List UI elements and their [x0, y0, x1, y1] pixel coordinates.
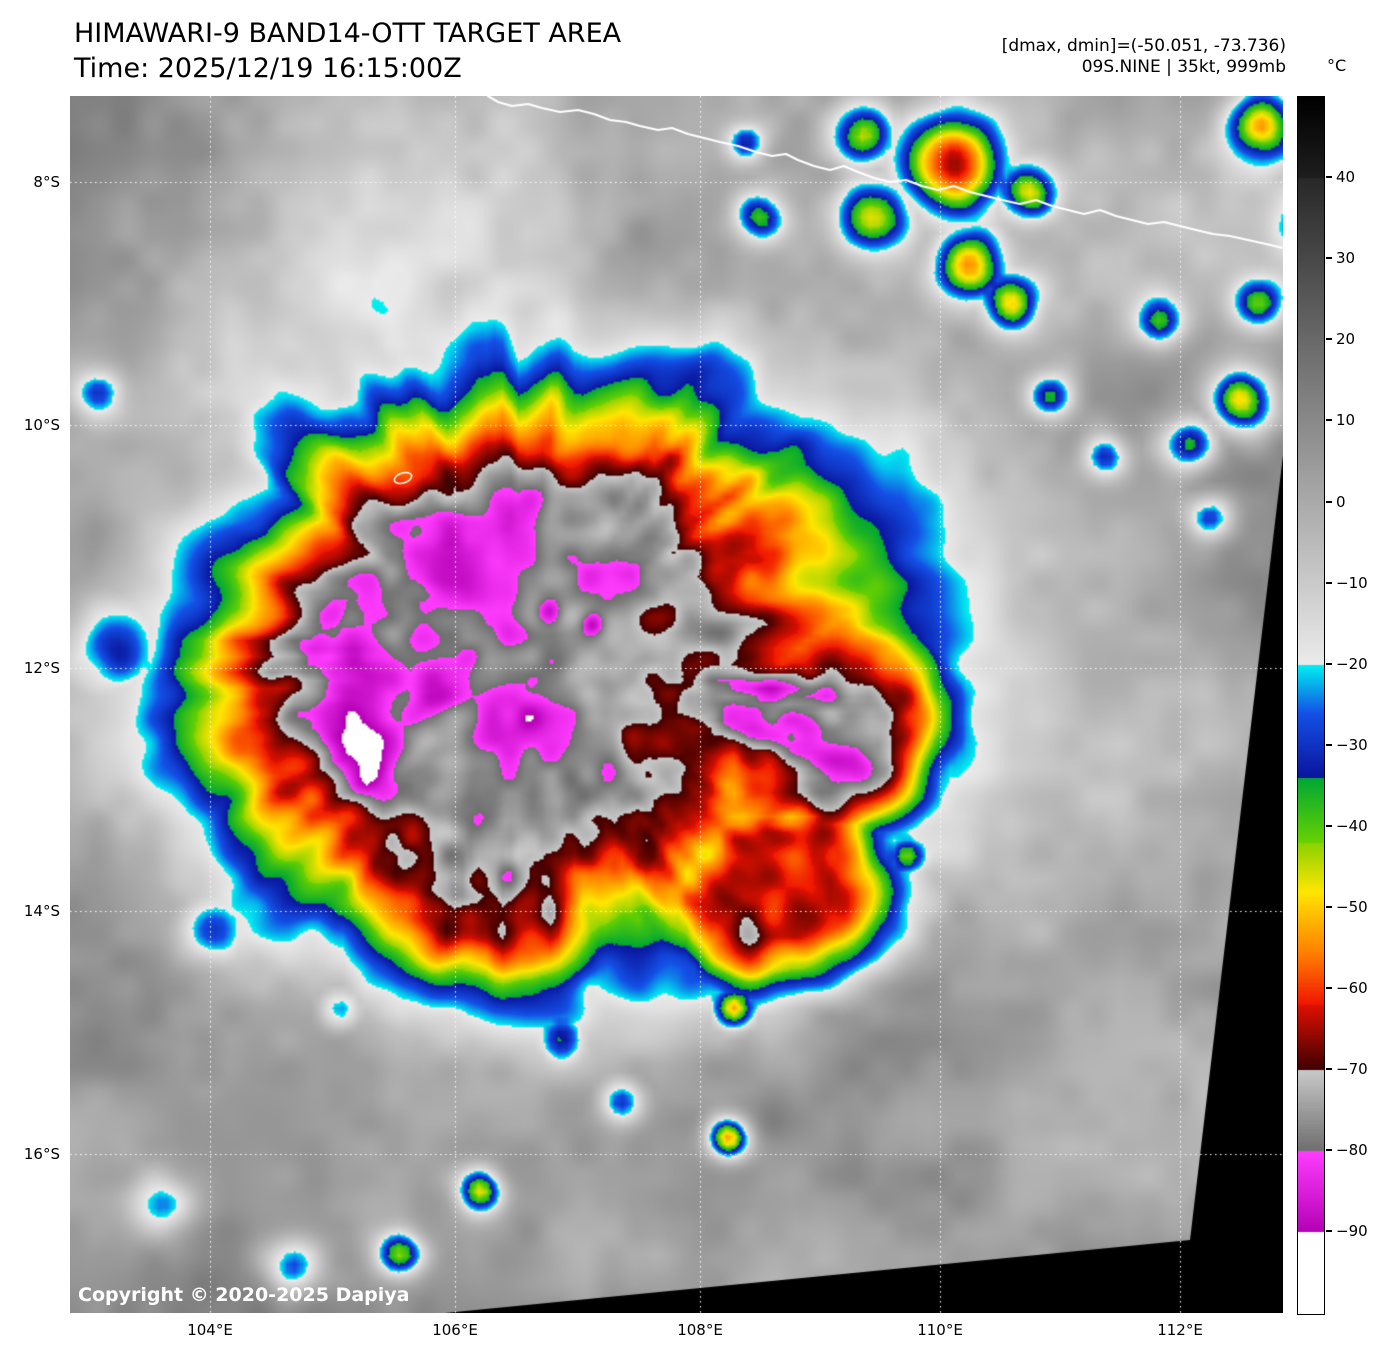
colorbar-tick-mark: [1326, 663, 1332, 665]
colorbar-unit-label: °C: [1327, 56, 1347, 75]
colorbar-tick-label: −60: [1336, 979, 1368, 997]
lon-tick-label: 104°E: [187, 1321, 233, 1339]
colorbar-tick: 0: [1326, 493, 1346, 511]
colorbar-tick-mark: [1326, 987, 1332, 989]
colorbar-tick: −70: [1326, 1060, 1368, 1078]
colorbar-tick-label: 20: [1336, 330, 1356, 348]
colorbar-tick-label: 30: [1336, 249, 1356, 267]
colorbar-tick-label: 10: [1336, 411, 1356, 429]
colorbar-tick-label: −40: [1336, 817, 1368, 835]
colorbar-tick: −40: [1326, 817, 1368, 835]
colorbar-tick-label: −50: [1336, 898, 1368, 916]
colorbar-tick-mark: [1326, 1068, 1332, 1070]
lat-tick-label: 16°S: [23, 1145, 60, 1163]
colorbar-tick: 20: [1326, 330, 1355, 348]
colorbar-tick: 10: [1326, 411, 1355, 429]
lon-tick-label: 106°E: [432, 1321, 478, 1339]
colorbar-tick-label: −90: [1336, 1222, 1368, 1240]
colorbar-tick-label: −10: [1336, 574, 1368, 592]
colorbar-tick-label: −70: [1336, 1060, 1368, 1078]
colorbar-tick-label: −20: [1336, 655, 1368, 673]
colorbar-tick: −30: [1326, 736, 1368, 754]
lat-tick-label: 14°S: [23, 902, 60, 920]
colorbar-tick: −60: [1326, 979, 1368, 997]
colorbar-tick: −80: [1326, 1141, 1368, 1159]
copyright-watermark: Copyright © 2020-2025 Dapiya: [78, 1284, 410, 1306]
lat-tick-label: 10°S: [23, 416, 60, 434]
colorbar-tick-mark: [1326, 1149, 1332, 1151]
colorbar-gradient-canvas: [1298, 97, 1324, 1314]
colorbar-tick-mark: [1326, 501, 1332, 503]
lon-tick-label: 112°E: [1157, 1321, 1203, 1339]
colorbar-tick-mark: [1326, 825, 1332, 827]
colorbar-tick: −90: [1326, 1222, 1368, 1240]
colorbar-tick-mark: [1326, 338, 1332, 340]
colorbar-tick-mark: [1326, 906, 1332, 908]
colorbar-tick: −20: [1326, 655, 1368, 673]
colorbar: [1297, 96, 1325, 1315]
storm-id-readout: 09S.NINE | 35kt, 999mb: [1081, 57, 1286, 77]
colorbar-tick-label: −80: [1336, 1141, 1368, 1159]
colorbar-tick-label: 40: [1336, 168, 1356, 186]
map-overlay-canvas: [70, 96, 1283, 1313]
colorbar-tick-mark: [1326, 419, 1332, 421]
colorbar-tick: −50: [1326, 898, 1368, 916]
lat-tick-label: 8°S: [33, 173, 60, 191]
lat-tick-label: 12°S: [23, 659, 60, 677]
lon-tick-label: 108°E: [677, 1321, 723, 1339]
colorbar-tick: −10: [1326, 574, 1368, 592]
colorbar-tick-mark: [1326, 257, 1332, 259]
satellite-map: Copyright © 2020-2025 Dapiya: [70, 96, 1283, 1313]
colorbar-tick-mark: [1326, 1230, 1332, 1232]
colorbar-tick-mark: [1326, 176, 1332, 178]
header: HIMAWARI-9 BAND14-OTT TARGET AREA Time: …: [74, 16, 621, 86]
plot-time: Time: 2025/12/19 16:15:00Z: [74, 53, 462, 84]
dmax-dmin-readout: [dmax, dmin]=(-50.051, -73.736): [1001, 36, 1286, 56]
colorbar-tick-mark: [1326, 582, 1332, 584]
colorbar-tick: 30: [1326, 249, 1355, 267]
lon-tick-label: 110°E: [917, 1321, 963, 1339]
colorbar-tick: 40: [1326, 168, 1355, 186]
readout-block: [dmax, dmin]=(-50.051, -73.736) 09S.NINE…: [1002, 36, 1286, 78]
colorbar-tick-label: 0: [1336, 493, 1346, 511]
colorbar-tick-label: −30: [1336, 736, 1368, 754]
colorbar-tick-mark: [1326, 744, 1332, 746]
plot-title: HIMAWARI-9 BAND14-OTT TARGET AREA: [74, 18, 622, 49]
